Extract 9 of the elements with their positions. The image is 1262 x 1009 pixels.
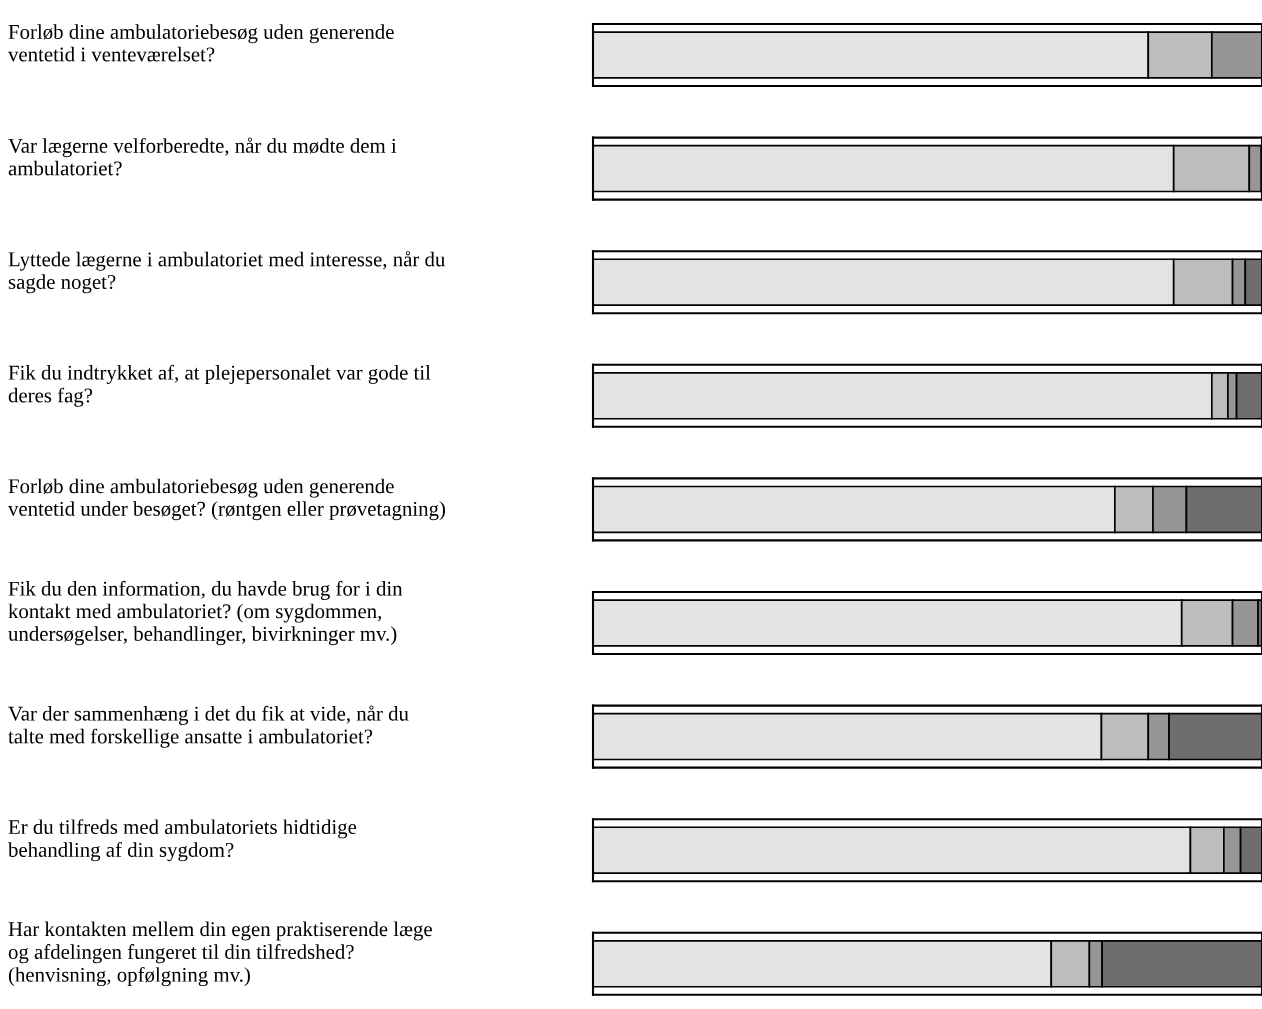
y-tick-label: Lyttede lægerne i ambulatoriet med interesse, når du sagde noget? (8, 251, 446, 294)
y-tick-label: Er du tilfreds med ambulatoriets hidtidige behandling af din sygdom? (8, 819, 357, 862)
y-tick-label: Var lægerne velforberedte, når du mødte dem i ambulatoriet? (8, 137, 397, 176)
y-tick-label: Forløb dine ambulatoriebesøg uden generende ventetid under besøget? (røntgen eller prøvetagning) (8, 478, 445, 521)
y-tick-label: Fik du den information, du havde brug for i din kontakt med ambulatoriet? (om sygdommen, undersøgelser, behandlinger, bivirkninger mv.) (8, 580, 403, 646)
y-tick-label: Var der sammenhæng i det du fik at vide, når du talte med forskellige ansatte i ambulatoriet? (8, 705, 409, 748)
y-tick-label: Fik du indtrykket af, at plejepersonalet var gode til deres fag? (8, 364, 431, 407)
y-tick-label: Forløb dine ambulatoriebesøg uden generende ventetid i venteværelset? (8, 24, 394, 62)
y-tick-label: Har kontakten mellem din egen praktiserende læge og afdelingen fungeret til din tilfredshed? (henvisning, opfølgning mv.) (8, 921, 432, 987)
